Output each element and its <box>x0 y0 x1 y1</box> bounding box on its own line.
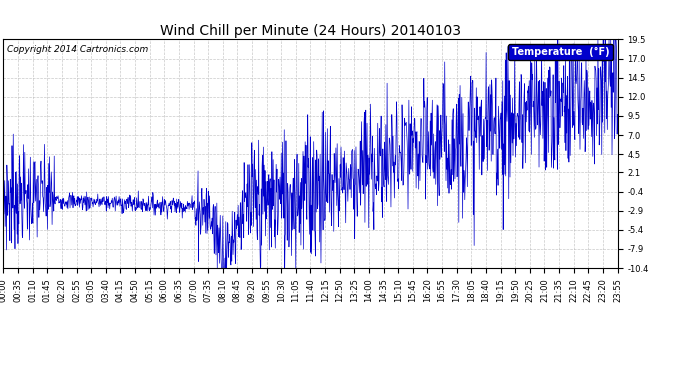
Text: Copyright 2014 Cartronics.com: Copyright 2014 Cartronics.com <box>7 45 148 54</box>
Legend: Temperature  (°F): Temperature (°F) <box>509 44 613 60</box>
Title: Wind Chill per Minute (24 Hours) 20140103: Wind Chill per Minute (24 Hours) 2014010… <box>160 24 461 38</box>
